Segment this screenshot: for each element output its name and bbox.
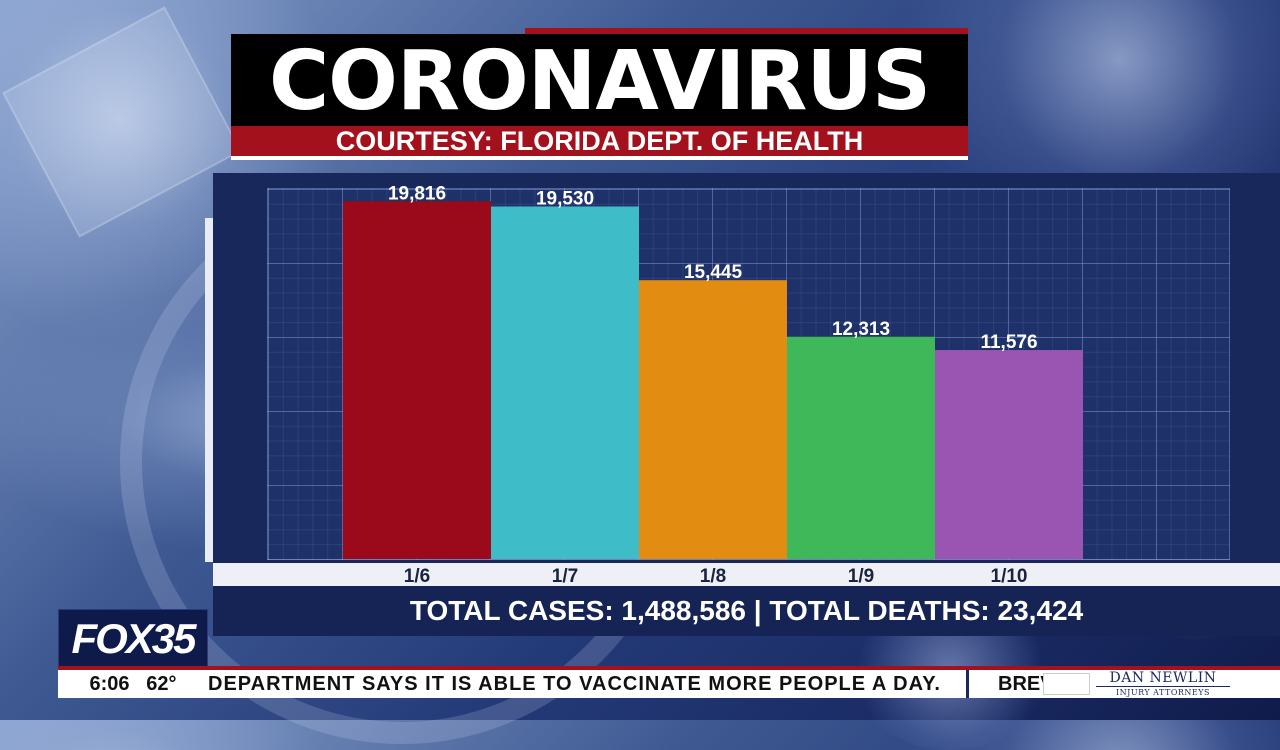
totals-bar xyxy=(213,586,1280,636)
source-banner xyxy=(231,126,968,160)
bar-1/9 xyxy=(787,336,935,559)
title-banner xyxy=(231,34,968,126)
station-logo xyxy=(58,609,208,669)
time-text: 6:06 xyxy=(89,673,130,695)
x-tick-label: 1/10 xyxy=(991,566,1028,587)
ticker-headline: DEPARTMENT SAYS IT IS ABLE TO VACCINATE … xyxy=(208,673,941,695)
page-title: CORONAVIRUS xyxy=(268,34,931,129)
bar-value-label: 11,576 xyxy=(980,332,1037,353)
totals-text: TOTAL CASES: 1,488,586 | TOTAL DEATHS: 2… xyxy=(409,595,1084,626)
x-tick-label: 1/9 xyxy=(848,566,874,587)
x-tick-label: 1/6 xyxy=(404,566,430,587)
x-axis-strip xyxy=(213,563,1280,586)
clock-readout: 6:06 62° xyxy=(58,670,208,698)
ticker-blank-box xyxy=(1043,673,1090,695)
bar-chart: 19,816 1/6 19,530 1/7 15,445 1/8 12,313 1/9 11,5… xyxy=(343,183,1083,587)
source-credit: COURTESY: FLORIDA DEPT. OF HEALTH xyxy=(335,126,864,156)
ticker-separator xyxy=(966,670,969,698)
panel-left-edge xyxy=(205,218,213,562)
x-tick-label: 1/8 xyxy=(700,566,726,587)
ticker-accent xyxy=(208,666,1280,670)
bar-1/10 xyxy=(935,350,1083,559)
bar-1/6 xyxy=(343,201,491,559)
x-tick-label: 1/7 xyxy=(552,566,578,587)
sponsor-subtitle: INJURY ATTORNEYS xyxy=(1096,686,1230,697)
title-accent-line xyxy=(525,28,968,34)
bar-value-label: 19,816 xyxy=(388,183,446,204)
station-logo-text: FOX35 xyxy=(71,615,196,662)
bar-value-label: 19,530 xyxy=(536,188,594,209)
bar-value-label: 12,313 xyxy=(832,319,890,340)
sponsor-logo xyxy=(1096,670,1230,698)
clock-box xyxy=(58,670,208,698)
ticker-next-headline: BREV xyxy=(998,673,1048,695)
temperature-text: 62° xyxy=(146,673,177,695)
bar-1/8 xyxy=(639,280,787,559)
sponsor-name: DAN NEWLIN xyxy=(1109,670,1217,686)
logo-accent xyxy=(58,666,208,670)
bar-1/7 xyxy=(491,206,639,559)
bar-value-label: 15,445 xyxy=(684,262,743,283)
